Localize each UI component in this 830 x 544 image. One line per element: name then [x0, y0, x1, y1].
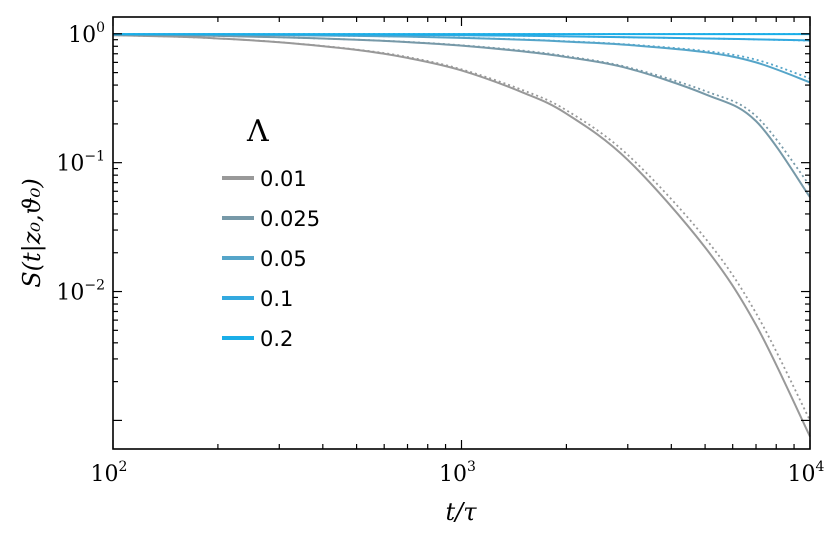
series-1-line: [112, 33, 811, 198]
series-2-approx-line: [112, 33, 811, 80]
x-tick-label: 104: [788, 459, 825, 487]
legend-label-2: 0.05: [260, 247, 307, 271]
x-axis-label: t/τ: [445, 498, 477, 526]
y-tick-label: 100: [68, 20, 105, 48]
series-1-approx-line: [112, 33, 811, 187]
legend-label-0: 0.01: [260, 167, 307, 191]
legend: Λ 0.01 0.025 0.05 0.1 0.2: [222, 114, 320, 351]
tick-labels-layer: 102 103 104 100 10−1 10−2: [56, 20, 824, 487]
series-0-line: [112, 34, 811, 437]
y-tick-label: 10−1: [56, 149, 105, 177]
legend-title: Λ: [246, 114, 269, 149]
y-tick-label: 10−2: [56, 278, 105, 306]
x-tick-label: 102: [91, 459, 128, 487]
legend-label-3: 0.1: [260, 287, 293, 311]
plot-frame: [112, 16, 811, 450]
y-axis-label: S(t|z₀,ϑ₀): [18, 178, 47, 288]
legend-label-4: 0.2: [260, 327, 293, 351]
legend-label-1: 0.025: [260, 207, 320, 231]
x-tick-label: 103: [439, 459, 476, 487]
series-0-approx-line: [112, 34, 811, 421]
curves-layer: [112, 33, 811, 437]
series-2-line: [112, 33, 811, 84]
ticks-layer: [112, 17, 811, 449]
